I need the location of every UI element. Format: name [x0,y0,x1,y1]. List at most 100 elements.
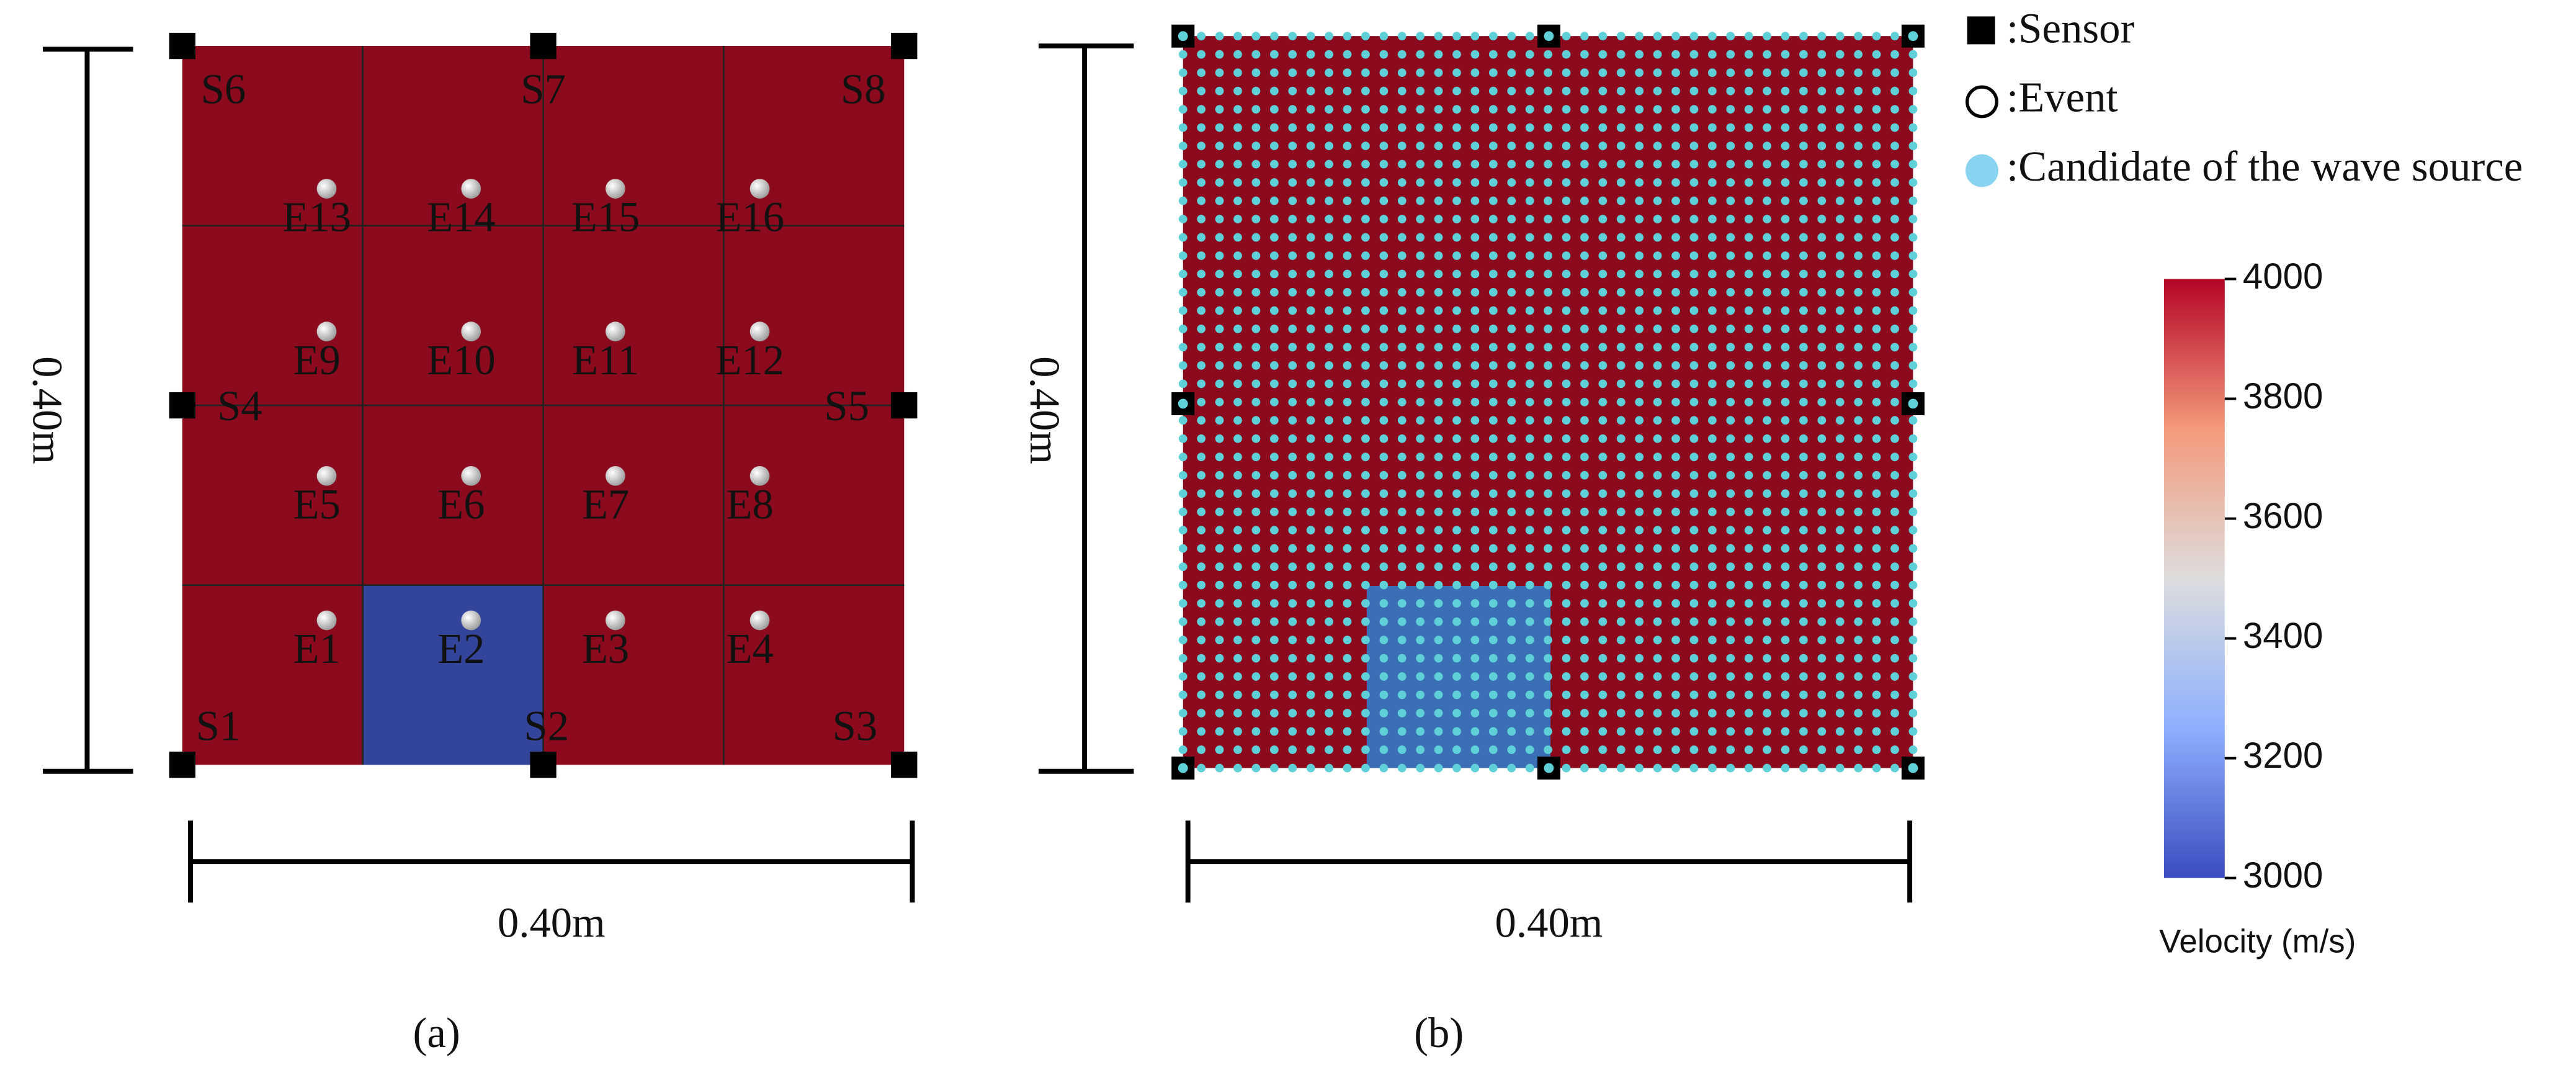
candidate [1744,636,1753,644]
candidate [1689,507,1699,516]
candidate [1325,325,1333,333]
candidate [1598,361,1608,370]
candidate [1744,215,1753,223]
candidate [1635,636,1644,644]
candidate [1544,526,1552,535]
candidate [1671,86,1680,96]
candidate [1269,105,1279,114]
candidate [1744,470,1753,480]
sensor-label: S5 [824,382,869,429]
candidate [1525,470,1534,480]
candidate [1616,306,1626,315]
candidate [1197,544,1206,553]
colorbar-tick-label: 3800 [2243,376,2323,416]
candidate [1306,142,1315,150]
candidate [1616,142,1626,150]
candidate [1707,562,1717,572]
candidate [1452,470,1461,480]
candidate [1434,269,1443,279]
candidate [1635,86,1644,96]
candidate [1178,215,1187,223]
candidate [1269,544,1279,553]
candidate [1215,507,1224,516]
candidate [1689,32,1699,41]
candidate [1817,325,1827,333]
candidate [1361,690,1370,699]
candidate [1397,105,1407,114]
candidate [1343,123,1352,132]
candidate [1671,690,1680,699]
candidate [1379,654,1389,663]
candidate [1269,233,1279,242]
sensor [530,752,557,778]
candidate [1470,507,1480,516]
candidate [1580,636,1589,644]
candidate [1781,507,1790,516]
candidate [1488,160,1498,169]
candidate [1872,196,1881,205]
candidate [1689,416,1699,425]
candidate [1343,507,1352,516]
candidate [1452,105,1461,114]
candidate [1781,397,1790,407]
candidate [1452,489,1461,498]
candidate [1872,470,1881,480]
candidate [1671,636,1680,644]
candidate [1872,269,1881,279]
candidate [1343,654,1352,663]
candidate [1908,434,1918,443]
candidate [1890,727,1899,736]
candidate [1507,507,1516,516]
candidate [1707,434,1717,443]
candidate [1379,416,1389,425]
candidate [1653,269,1662,279]
candidate [1781,68,1790,78]
candidate [1197,672,1206,681]
candidate [1525,178,1534,187]
candidate [1908,617,1918,626]
candidate [1233,526,1242,535]
candidate [1854,105,1863,114]
candidate [1872,68,1881,78]
candidate [1653,709,1662,717]
candidate [1251,251,1261,260]
candidate [1325,416,1333,425]
candidate [1416,526,1425,535]
candidate [1379,178,1389,187]
candidate [1835,489,1845,498]
candidate [1488,397,1498,407]
candidate [1763,580,1771,590]
candidate [1215,745,1224,754]
candidate [1872,343,1881,352]
candidate [1890,343,1899,352]
candidate [1890,160,1899,169]
candidate [1488,196,1498,205]
candidate [1416,544,1425,553]
panel-label: (b) [1414,1009,1464,1056]
candidate [1616,654,1626,663]
candidate [1635,544,1644,553]
candidate [1488,470,1498,480]
candidate [1288,763,1297,773]
candidate [1908,233,1918,242]
candidate [1325,306,1333,315]
candidate [1416,397,1425,407]
candidate [1799,215,1808,223]
candidate [1598,672,1608,681]
candidate [1580,672,1589,681]
candidate [1507,580,1516,590]
candidate [1580,196,1589,205]
candidate [1397,123,1407,132]
candidate [1434,32,1443,41]
candidate [1817,306,1827,315]
candidate [1890,617,1899,626]
candidate [1215,123,1224,132]
candidate [1799,452,1808,462]
candidate [1580,470,1589,480]
candidate [1744,397,1753,407]
candidate [1890,50,1899,59]
candidate [1288,306,1297,315]
candidate [1817,470,1827,480]
candidate [1215,379,1224,389]
candidate [1525,142,1534,150]
